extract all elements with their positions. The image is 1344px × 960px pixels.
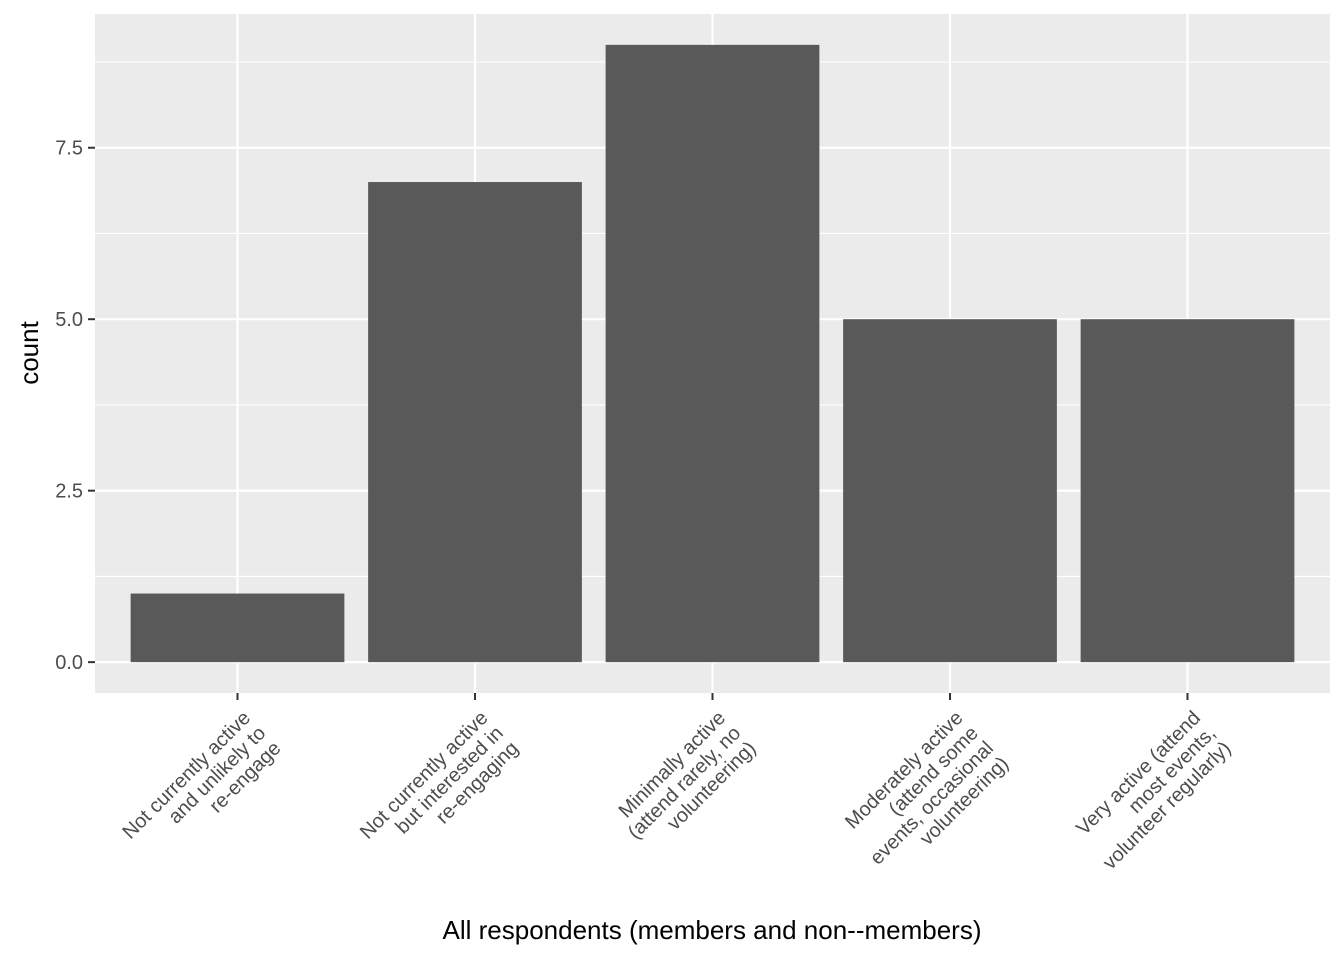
x-tick-label: Minimally active(attend rarely, novolunt… — [609, 707, 761, 859]
y-tick-label: 0.0 — [55, 652, 83, 674]
bar — [130, 593, 345, 663]
x-tick-label: Moderately active(attend someevents, occ… — [836, 707, 1014, 885]
x-axis: Not currently activeand unlikely tore-en… — [118, 693, 1235, 885]
x-tick-label: Not currently activebut interested inre-… — [356, 707, 523, 874]
x-axis-title: All respondents (members and non--member… — [443, 915, 982, 945]
x-tick-label: Not currently activeand unlikely tore-en… — [118, 707, 285, 874]
y-axis-title: count — [14, 320, 44, 384]
y-tick-label: 7.5 — [55, 138, 83, 160]
y-tick-label: 5.0 — [55, 309, 83, 331]
bars — [130, 44, 1295, 663]
bar — [368, 182, 582, 663]
bar — [843, 319, 1057, 663]
bar — [605, 44, 820, 663]
y-tick-label: 2.5 — [55, 481, 83, 503]
x-tick-label: Very active (attendmost events,volunteer… — [1068, 707, 1235, 874]
y-axis: 0.0 2.5 5.0 7.5 — [55, 138, 95, 674]
bar — [1080, 319, 1295, 663]
